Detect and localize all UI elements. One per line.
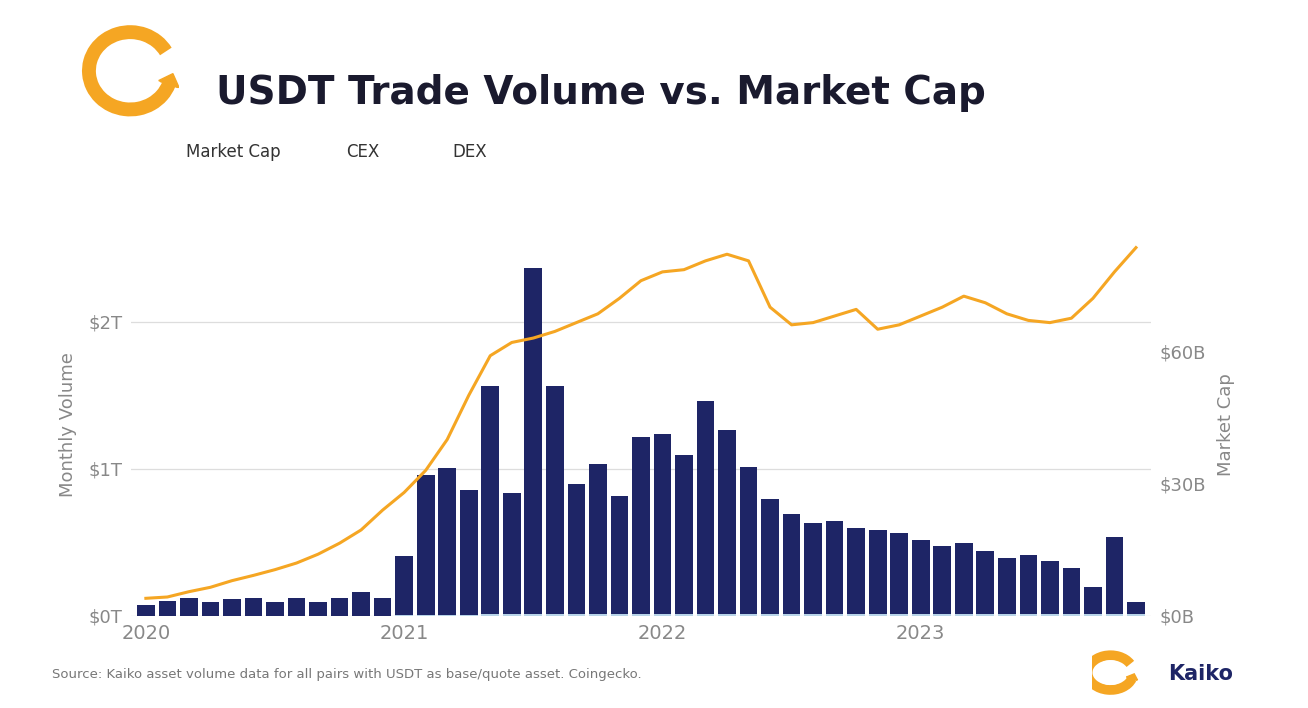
- Bar: [740, 467, 757, 614]
- Bar: [825, 614, 844, 616]
- Bar: [1062, 568, 1080, 614]
- Y-axis label: Monthly Volume: Monthly Volume: [59, 353, 77, 497]
- Bar: [912, 614, 930, 616]
- Bar: [224, 600, 241, 615]
- Bar: [545, 386, 564, 614]
- Bar: [675, 614, 693, 616]
- Bar: [697, 614, 714, 616]
- Bar: [1127, 614, 1144, 616]
- Bar: [288, 598, 305, 615]
- Bar: [632, 614, 650, 616]
- Bar: [1084, 588, 1101, 614]
- Bar: [977, 551, 994, 614]
- Text: Market Cap: Market Cap: [186, 143, 280, 161]
- Bar: [804, 523, 821, 614]
- Bar: [825, 521, 844, 614]
- Bar: [395, 615, 413, 616]
- Bar: [654, 614, 671, 616]
- Bar: [998, 558, 1015, 614]
- Bar: [1062, 614, 1080, 616]
- Bar: [1127, 602, 1144, 614]
- Bar: [331, 598, 348, 615]
- Bar: [632, 438, 650, 614]
- FancyArrow shape: [1126, 674, 1138, 680]
- Bar: [848, 614, 865, 616]
- Bar: [460, 490, 477, 615]
- Bar: [782, 614, 800, 616]
- Bar: [977, 614, 994, 616]
- Bar: [1041, 614, 1058, 616]
- Bar: [1041, 561, 1058, 614]
- Bar: [891, 533, 908, 614]
- Bar: [417, 615, 434, 616]
- Bar: [761, 499, 778, 614]
- Bar: [782, 514, 800, 614]
- Bar: [481, 614, 500, 616]
- Bar: [245, 598, 263, 615]
- Bar: [611, 614, 628, 616]
- Bar: [1105, 537, 1124, 614]
- Bar: [352, 592, 370, 615]
- Text: Kaiko: Kaiko: [1168, 664, 1233, 684]
- Bar: [718, 614, 736, 616]
- Bar: [438, 615, 456, 616]
- Bar: [568, 484, 585, 614]
- Bar: [675, 455, 693, 614]
- Bar: [1105, 614, 1124, 616]
- Bar: [611, 496, 628, 614]
- Bar: [998, 614, 1015, 616]
- FancyArrow shape: [158, 74, 179, 88]
- Bar: [804, 614, 821, 616]
- Bar: [201, 603, 220, 615]
- Bar: [525, 614, 542, 616]
- Bar: [267, 603, 284, 615]
- Text: CEX: CEX: [347, 143, 379, 161]
- Text: Source: Kaiko asset volume data for all pairs with USDT as base/quote asset. Coi: Source: Kaiko asset volume data for all …: [52, 668, 642, 680]
- Text: DEX: DEX: [453, 143, 487, 161]
- Text: USDT Trade Volume vs. Market Cap: USDT Trade Volume vs. Market Cap: [216, 74, 986, 113]
- Bar: [761, 614, 778, 616]
- Bar: [697, 401, 714, 614]
- Bar: [395, 556, 413, 615]
- Bar: [481, 386, 500, 614]
- Bar: [891, 614, 908, 616]
- Bar: [137, 605, 154, 615]
- Bar: [955, 614, 973, 616]
- Bar: [545, 614, 564, 616]
- Bar: [848, 528, 865, 614]
- Bar: [504, 493, 521, 614]
- Bar: [504, 614, 521, 616]
- Bar: [934, 614, 951, 616]
- Bar: [309, 603, 327, 615]
- Bar: [934, 546, 951, 614]
- Bar: [869, 530, 887, 614]
- Bar: [912, 540, 930, 614]
- Bar: [158, 601, 177, 615]
- Bar: [438, 468, 456, 615]
- Bar: [589, 614, 607, 616]
- Bar: [654, 435, 671, 614]
- Bar: [869, 614, 887, 616]
- Bar: [525, 268, 542, 614]
- Bar: [374, 598, 391, 615]
- Bar: [181, 598, 198, 615]
- Bar: [955, 543, 973, 614]
- Bar: [1084, 614, 1101, 616]
- Bar: [718, 430, 736, 614]
- Bar: [417, 475, 434, 615]
- Bar: [740, 614, 757, 616]
- Y-axis label: Market Cap: Market Cap: [1216, 373, 1235, 476]
- Bar: [1019, 614, 1037, 616]
- Bar: [1019, 555, 1037, 614]
- Bar: [568, 614, 585, 616]
- Bar: [460, 615, 477, 616]
- Bar: [589, 464, 607, 614]
